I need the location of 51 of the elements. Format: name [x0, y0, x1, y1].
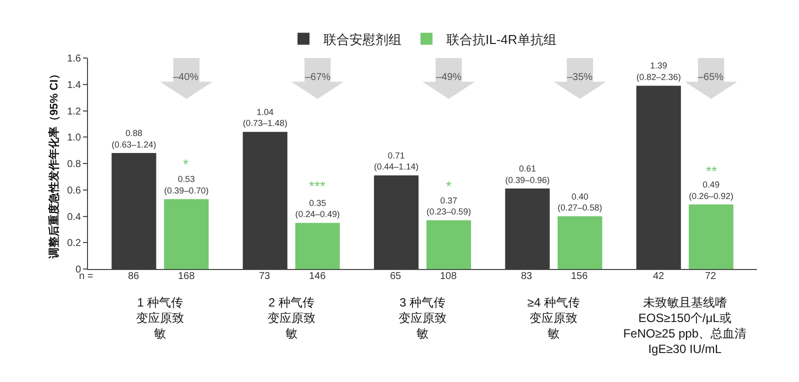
text: n = [79, 271, 94, 282]
text: 156 [571, 271, 588, 282]
data-label: 0.49 (0.26–0.92) [688, 179, 734, 201]
annotation: –65% [698, 72, 724, 83]
text: 72 [705, 271, 717, 282]
text: 146 [309, 271, 326, 282]
y-tick-label: 1.6 [67, 54, 82, 64]
x-tick-label: 3 种气传变应原致敏 [398, 295, 446, 341]
text: 108 [440, 271, 458, 282]
data-label: 0.61 (0.39–0.96) [505, 164, 550, 185]
bar [295, 222, 340, 269]
annotation: –40% [173, 72, 199, 83]
data-label: 0.71 (0.44–1.14) [374, 150, 419, 172]
text: 83 [521, 271, 533, 282]
bar [688, 204, 734, 269]
text: 86 [128, 271, 140, 282]
data-label: 0.40 (0.27–0.58) [558, 191, 602, 213]
annotation: *** [309, 178, 326, 194]
y-tick-label: 1.4 [67, 80, 82, 91]
data-label: 1.04 (0.73–1.48) [242, 106, 288, 128]
y-axis-title: 调整后重度急性发作年化率（95% CI） [48, 68, 61, 260]
text: 65 [390, 271, 402, 282]
text: 73 [259, 271, 271, 282]
text: 168 [178, 271, 196, 282]
bar [426, 220, 472, 269]
y-tick-label: 0.8 [67, 159, 82, 170]
text: 42 [653, 271, 665, 282]
legend-label: 联合抗IL-4R单抗组 [446, 32, 556, 47]
data-label: 0.53 (0.39–0.70) [164, 174, 209, 196]
x-tick-label: ≥4 种气传变应原致敏 [527, 295, 580, 341]
annotation: –67% [305, 72, 331, 83]
y-tick-label: 0.4 [67, 212, 82, 223]
data-label: 0.37 (0.23–0.59) [426, 195, 472, 217]
y-tick-label: 0.6 [67, 185, 82, 196]
annotation: –49% [436, 72, 462, 83]
data-label: 0.88 (0.63–1.24) [112, 128, 156, 150]
y-tick-label: 1.2 [67, 106, 82, 118]
x-tick-label: 2 种气传变应原致敏 [267, 295, 316, 341]
x-tick-label: 1 种气传变应原致敏 [136, 295, 184, 341]
legend-label: 联合安慰剂组 [324, 32, 402, 47]
data-label: 0.35 (0.24–0.49) [295, 198, 340, 220]
bar [558, 216, 602, 269]
annotation: * [446, 178, 452, 194]
y-tick-label: 1.0 [67, 132, 82, 144]
annotation: –35% [567, 72, 593, 83]
annotation: ** [706, 163, 718, 179]
x-tick-label: 未致敏且基线嗜EOS≥150个/μL或FeNO≥25 ppb、总血清 IgE≥30 IU/mL [623, 295, 746, 356]
bar [164, 199, 209, 269]
y-tick-label: 0.2 [67, 238, 82, 250]
annotation: * [183, 156, 189, 172]
data-label: 1.39 (0.82–2.36) [636, 60, 681, 82]
